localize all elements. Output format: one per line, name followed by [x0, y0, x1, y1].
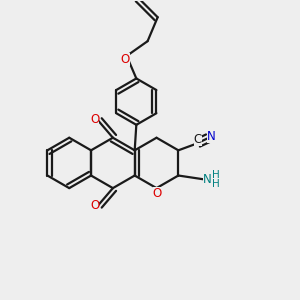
Text: O: O	[90, 113, 99, 127]
Text: O: O	[120, 53, 130, 66]
Text: H: H	[212, 179, 220, 189]
Text: H: H	[212, 170, 220, 180]
Text: O: O	[152, 188, 162, 200]
Text: O: O	[90, 199, 99, 212]
Text: N: N	[207, 130, 215, 143]
Text: C: C	[194, 134, 202, 146]
Text: N: N	[203, 173, 212, 186]
